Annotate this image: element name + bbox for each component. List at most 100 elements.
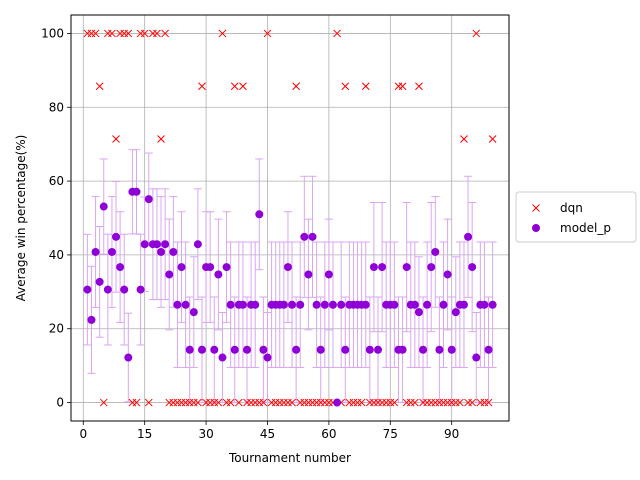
model_p-point — [193, 240, 202, 249]
model_p-point — [152, 240, 161, 249]
model_p-point — [144, 195, 153, 204]
model_p-point — [173, 300, 182, 309]
model_p-point — [369, 263, 378, 272]
model_p-point — [238, 300, 247, 309]
model_p-point — [197, 345, 206, 354]
dqn-point — [394, 82, 403, 91]
x-tick-label: 30 — [198, 427, 213, 441]
model_p-point — [292, 345, 301, 354]
x-tick-label: 75 — [383, 427, 398, 441]
plot-frame — [70, 14, 510, 422]
model_p-point — [414, 308, 423, 317]
model_p-point — [328, 300, 337, 309]
dqn-point — [161, 29, 170, 38]
model_p-point — [112, 232, 121, 241]
dqn-point — [194, 398, 202, 407]
model_p-point — [288, 300, 297, 309]
legend-marker-dqn — [532, 204, 540, 212]
legend-marker-model_p — [532, 224, 540, 232]
dqn-point — [472, 29, 481, 38]
model_p-point — [107, 247, 116, 256]
dqn-point — [99, 398, 108, 407]
model_p-point — [259, 345, 268, 354]
model_p-point — [431, 247, 440, 256]
dqn-point — [108, 29, 116, 38]
dqn-point — [333, 29, 341, 38]
dqn-point — [157, 135, 165, 143]
dqn-point — [239, 82, 247, 91]
y-tick-label: 20 — [49, 322, 64, 336]
error-bars — [83, 149, 497, 404]
model_p-point — [320, 300, 329, 309]
model_p-point — [251, 300, 260, 309]
dqn-point — [214, 398, 223, 407]
y-tick-label: 0 — [56, 396, 64, 410]
dqn-point — [140, 29, 149, 38]
model_p-point — [341, 345, 350, 354]
y-tick-label: 100 — [41, 26, 64, 40]
dqn-point — [263, 29, 272, 38]
model_p-point — [177, 263, 186, 272]
model_p-point — [243, 345, 252, 354]
dqn-point — [218, 29, 227, 38]
model_p-point — [488, 300, 497, 309]
x-tick-label: 0 — [79, 427, 87, 441]
model_p-point — [484, 345, 493, 354]
model_p-point — [312, 300, 321, 309]
dqn-point — [91, 29, 100, 38]
dqn-point — [456, 398, 464, 407]
x-axis-label: Tournament number — [228, 451, 351, 465]
model_p-point — [140, 240, 149, 249]
model_p-point — [435, 345, 444, 354]
model_p-point — [103, 285, 112, 294]
dqn-point — [415, 82, 423, 91]
model_p-point — [136, 285, 145, 294]
model_p-point — [165, 270, 174, 279]
model_p-point — [390, 300, 399, 309]
model_p-point — [283, 263, 292, 272]
model_p-point — [419, 345, 428, 354]
model_p-point — [189, 308, 198, 317]
dqn-point — [198, 82, 206, 91]
model_p-point — [378, 263, 387, 272]
model_p-point — [333, 398, 342, 407]
model_p-point — [374, 345, 383, 354]
dqn-point — [361, 82, 370, 91]
y-axis-ticks: 0 20 40 60 80 100 — [41, 26, 71, 410]
model_p-point — [181, 300, 190, 309]
model_p-point — [365, 345, 374, 354]
model_p-point — [279, 300, 288, 309]
model_p-point — [230, 345, 239, 354]
model_p-point — [410, 300, 419, 309]
model_p-point — [99, 202, 108, 211]
dqn-point — [341, 82, 350, 91]
model_p-point — [161, 240, 170, 249]
model_p-point — [91, 247, 100, 256]
y-axis-label: Average win percentage(%) — [14, 135, 28, 302]
model_p-point — [226, 300, 235, 309]
model_p-point — [263, 353, 272, 362]
x-tick-label: 45 — [260, 427, 275, 441]
model_p-point — [402, 263, 411, 272]
model_p-point — [464, 232, 473, 241]
dqn-point — [484, 398, 493, 407]
model_p-point — [304, 270, 313, 279]
model_p-point — [83, 285, 92, 294]
legend-box — [515, 191, 637, 243]
dqn-point — [288, 398, 296, 407]
legend[interactable]: dqn model_p — [515, 191, 637, 243]
dqn-point — [112, 135, 120, 143]
x-tick-label: 60 — [321, 427, 336, 441]
model_p-point — [443, 270, 452, 279]
model_p-point — [427, 263, 436, 272]
dqn-point — [488, 135, 497, 143]
y-tick-label: 80 — [49, 100, 64, 114]
model_p-point — [480, 300, 489, 309]
model_p-point — [451, 308, 460, 317]
model_p-point — [468, 263, 477, 272]
dqn-point — [468, 398, 477, 407]
model_p-point — [423, 300, 432, 309]
model_p-point — [120, 285, 129, 294]
x-tick-label: 90 — [444, 427, 459, 441]
model_p-point — [398, 345, 407, 354]
